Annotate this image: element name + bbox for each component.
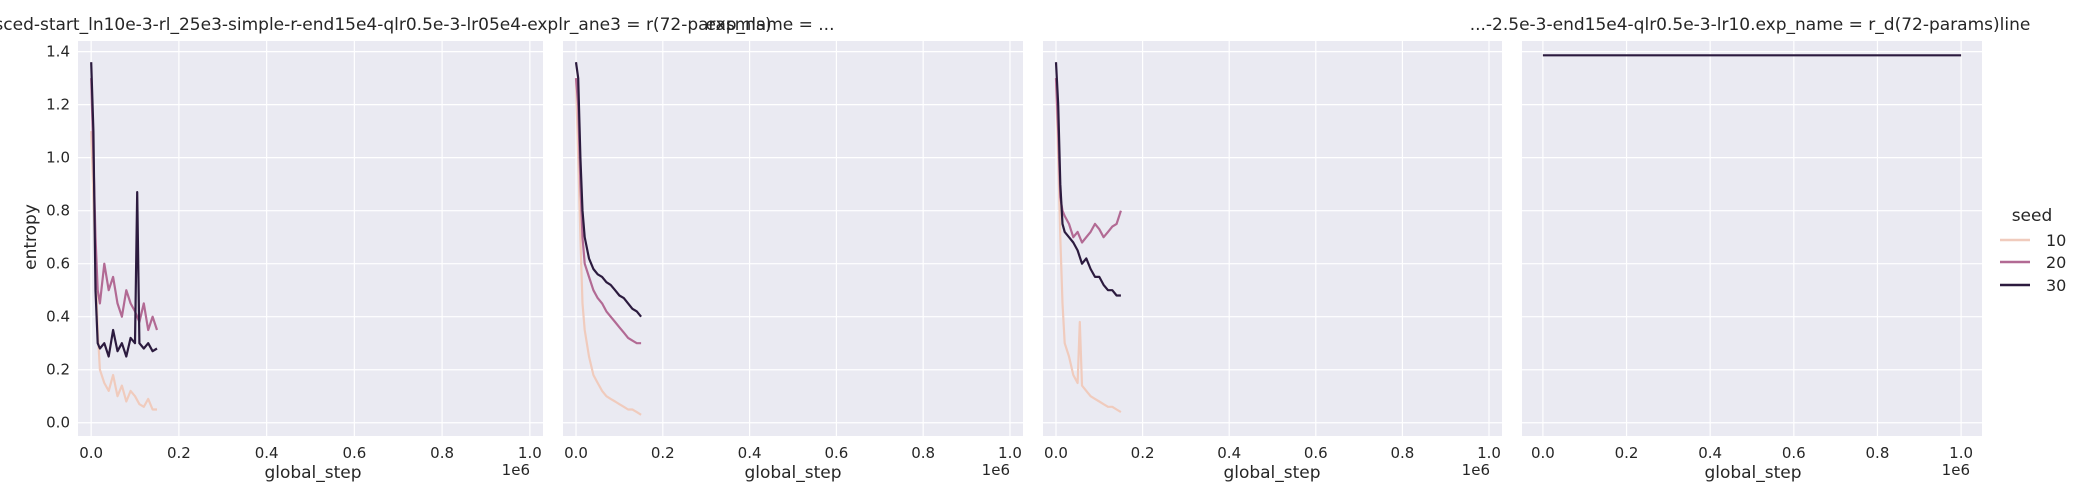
x-tick-label: 0.2	[651, 444, 675, 462]
plot-background	[78, 41, 543, 436]
panels: 0.0 0.2 0.4 0.6 0.8 1.0 0.0 0.2 0.4 0.6 0.8 1.0 1.2 1…	[46, 41, 1982, 462]
series-line-seed-30	[90, 62, 158, 358]
panel: 0.0 0.2 0.4 0.6 0.8 1.0	[1043, 41, 1502, 462]
series-line-seed-10	[574, 78, 642, 416]
y-tick-label: 0.2	[46, 361, 70, 379]
panel-title: ploading-double_sced-start_ln10e-3-rl_25…	[0, 15, 772, 35]
x-tick-label: 0.8	[430, 444, 454, 462]
series-line-seed-30	[1054, 62, 1121, 297]
x-tick-label: 0.2	[1131, 444, 1155, 462]
x-tick-label: 1.0	[1949, 444, 1973, 462]
x-offset-label: 1e6	[502, 461, 530, 479]
x-axis-label: global_step	[1223, 463, 1320, 483]
x-tick-label: 0.0	[79, 444, 103, 462]
legend-label-10: 10	[2046, 231, 2066, 250]
x-tick-label: 0.4	[255, 444, 279, 462]
x-tick-label: 0.0	[564, 444, 588, 462]
x-offset-label: 1e6	[1942, 461, 1970, 479]
x-tick-label: 0.4	[738, 444, 762, 462]
x-tick-label: 1.0	[998, 444, 1022, 462]
panel: 0.0 0.2 0.4 0.6 0.8 1.0 0.0 0.2 0.4 0.6 0.8 1.0 1.2 1…	[46, 41, 543, 462]
y-tick-label: 1.0	[46, 149, 70, 167]
x-tick-label: 0.2	[167, 444, 191, 462]
series-line-seed-20	[90, 78, 159, 332]
x-tick-label: 0.2	[1615, 444, 1639, 462]
plot-background	[563, 41, 1023, 436]
legend-title: seed	[2012, 206, 2053, 226]
y-tick-label: 0.0	[46, 414, 70, 432]
y-tick-label: 1.2	[46, 96, 70, 114]
x-tick-label: 0.0	[1531, 444, 1555, 462]
series-line-seed-20	[574, 78, 642, 345]
plot-background	[1043, 41, 1502, 436]
x-tick-label: 0.4	[1217, 444, 1241, 462]
plot-background	[1522, 41, 1982, 436]
panel-title: ...-2.5e-3-end15e4-qlr0.5e-3-lr10.exp_na…	[1470, 15, 2031, 35]
x-offset-label: 1e6	[982, 461, 1010, 479]
x-tick-label: 0.6	[824, 444, 848, 462]
panel: 0.0 0.2 0.4 0.6 0.8 1.0	[1522, 41, 1982, 462]
x-axis-label: global_step	[264, 463, 361, 483]
x-tick-label: 0.8	[1390, 444, 1414, 462]
x-tick-label: 1.0	[1477, 444, 1501, 462]
x-tick-label: 0.6	[1782, 444, 1806, 462]
x-tick-label: 0.0	[1044, 444, 1068, 462]
panel: 0.0 0.2 0.4 0.6 0.8 1.0	[563, 41, 1023, 462]
x-tick-label: 0.8	[911, 444, 935, 462]
x-offset-label: 1e6	[1462, 461, 1490, 479]
y-tick-label: 1.4	[46, 43, 70, 61]
x-tick-label: 0.6	[342, 444, 366, 462]
y-axis-label: entropy	[21, 204, 41, 270]
panel-title: exp_name = ...	[706, 15, 835, 35]
x-axis-label: global_step	[1704, 463, 1801, 483]
y-tick-label: 0.4	[46, 308, 70, 326]
x-tick-label: 1.0	[518, 444, 542, 462]
legend-label-20: 20	[2046, 253, 2066, 272]
series-line-seed-30	[574, 62, 642, 318]
y-tick-label: 0.6	[46, 255, 70, 273]
x-axis-label: global_step	[744, 463, 841, 483]
x-tick-label: 0.4	[1698, 444, 1722, 462]
legend: seed 10 20 30	[2000, 206, 2066, 295]
legend-label-30: 30	[2046, 276, 2066, 295]
series-line-seed-10	[1054, 78, 1122, 414]
y-tick-label: 0.8	[46, 202, 70, 220]
x-tick-label: 0.6	[1304, 444, 1328, 462]
x-tick-label: 0.8	[1866, 444, 1890, 462]
